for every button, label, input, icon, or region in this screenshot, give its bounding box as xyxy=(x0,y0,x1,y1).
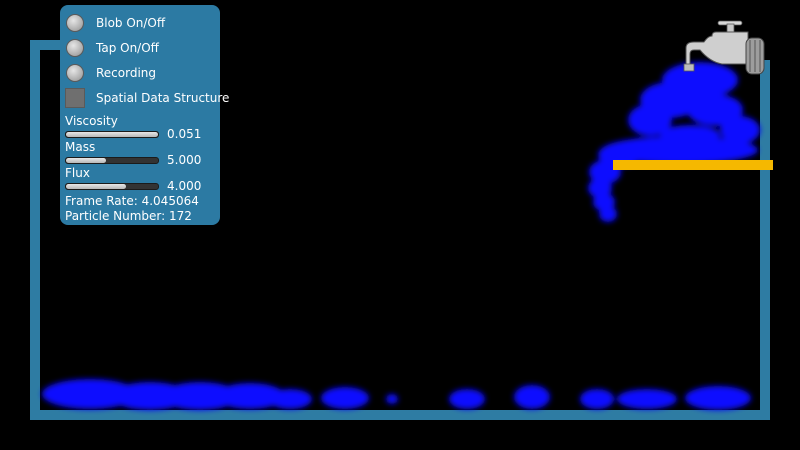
container-left-wall xyxy=(30,40,40,420)
tap-toggle-label: Tap On/Off xyxy=(96,40,159,55)
mass-slider-fill xyxy=(66,157,106,163)
flux-slider-fill xyxy=(66,183,126,189)
control-panel: Blob On/Off Tap On/Off Recording Spatial… xyxy=(60,5,229,225)
mass-label: Mass xyxy=(65,140,96,154)
frame-rate-label: Frame Rate: xyxy=(65,194,138,208)
recording-toggle[interactable]: Recording xyxy=(65,60,215,85)
flux-control: Flux 4.000 xyxy=(65,166,215,193)
flux-label: Flux xyxy=(65,166,90,180)
fluid-particles-pool xyxy=(42,379,751,410)
mass-control: Mass 5.000 xyxy=(65,140,215,167)
mass-value: 5.000 xyxy=(167,153,202,167)
tap-toggle-radio[interactable] xyxy=(66,38,84,57)
spatial-data-structure-label: Spatial Data Structure xyxy=(96,90,230,105)
spatial-data-structure-checkbox[interactable] xyxy=(65,87,85,108)
container-floor xyxy=(30,410,770,420)
viscosity-label: Viscosity xyxy=(65,114,118,128)
yellow-ledge[interactable] xyxy=(613,160,773,170)
viscosity-control: Viscosity 0.051 xyxy=(65,114,215,141)
viscosity-value: 0.051 xyxy=(167,127,202,141)
viscosity-slider[interactable] xyxy=(65,130,159,138)
recording-toggle-radio[interactable] xyxy=(66,63,84,82)
blob-toggle[interactable]: Blob On/Off xyxy=(65,10,215,35)
container-top-left-lip xyxy=(30,40,62,50)
frame-rate-value: 4.045064 xyxy=(141,194,199,208)
fluid-container xyxy=(30,40,770,420)
mass-slider[interactable] xyxy=(65,156,159,164)
tap-toggle[interactable]: Tap On/Off xyxy=(65,35,215,60)
recording-toggle-label: Recording xyxy=(96,65,157,80)
viscosity-slider-fill xyxy=(66,131,158,137)
frame-rate-readout: Frame Rate: 4.045064 xyxy=(65,194,215,209)
particle-number-label: Particle Number: xyxy=(65,209,166,223)
particle-number-value: 172 xyxy=(169,209,192,223)
blob-toggle-label: Blob On/Off xyxy=(96,15,166,30)
flux-value: 4.000 xyxy=(167,179,202,193)
faucet-icon[interactable] xyxy=(683,20,765,75)
blob-toggle-radio[interactable] xyxy=(66,13,84,32)
container-right-wall xyxy=(760,60,770,420)
particle-number-readout: Particle Number: 172 xyxy=(65,209,215,224)
flux-slider[interactable] xyxy=(65,182,159,190)
fluid-particles-upper xyxy=(588,62,760,222)
spatial-data-structure-toggle[interactable]: Spatial Data Structure xyxy=(65,85,229,110)
